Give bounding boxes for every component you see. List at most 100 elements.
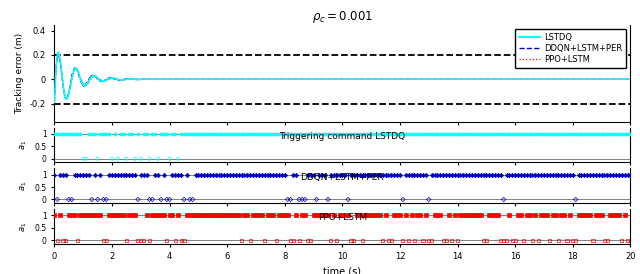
Point [519, 132, 529, 136]
Point [136, 156, 146, 161]
Point [346, 172, 356, 177]
Point [303, 132, 313, 136]
Point [124, 213, 134, 218]
Point [185, 197, 195, 202]
Point [320, 213, 330, 218]
Point [173, 156, 184, 161]
Point [513, 213, 524, 218]
Line: DDQN+LSTM+PER: DDQN+LSTM+PER [54, 54, 630, 101]
Point [124, 132, 134, 136]
Point [533, 132, 543, 136]
Point [55, 172, 65, 177]
Point [594, 132, 604, 136]
Point [562, 132, 572, 136]
PPO+LSTM [55, 53, 63, 56]
Point [211, 132, 221, 136]
Point [153, 213, 163, 218]
Point [283, 132, 293, 136]
Point [401, 132, 411, 136]
Point [58, 132, 68, 136]
Point [364, 132, 374, 136]
Point [406, 213, 417, 218]
Point [536, 132, 547, 136]
Point [461, 172, 471, 177]
Point [591, 213, 601, 218]
Point [389, 213, 399, 218]
DDQN+LSTM+PER [298, 78, 305, 81]
Point [49, 132, 60, 136]
Point [326, 172, 336, 177]
Point [280, 132, 290, 136]
Point [600, 238, 610, 242]
Point [464, 132, 474, 136]
Point [81, 213, 92, 218]
Point [378, 172, 388, 177]
Point [291, 213, 301, 218]
Point [421, 172, 431, 177]
Point [358, 238, 368, 242]
Point [196, 132, 207, 136]
Point [202, 172, 212, 177]
Point [253, 172, 264, 177]
Point [372, 172, 382, 177]
Point [168, 213, 178, 218]
Point [219, 132, 230, 136]
Point [387, 238, 397, 242]
Point [484, 172, 495, 177]
Point [378, 132, 388, 136]
Point [536, 213, 547, 218]
Point [625, 132, 636, 136]
Point [582, 213, 593, 218]
Point [481, 172, 492, 177]
Point [243, 132, 253, 136]
Point [539, 172, 549, 177]
Point [153, 172, 163, 177]
Point [620, 132, 630, 136]
Text: PPO+LSTM: PPO+LSTM [318, 213, 367, 222]
Point [499, 197, 509, 202]
PPO+LSTM [609, 78, 617, 81]
Point [623, 132, 633, 136]
Point [513, 172, 524, 177]
Point [433, 213, 443, 218]
Point [202, 132, 212, 136]
Point [176, 172, 186, 177]
Point [265, 213, 275, 218]
Point [312, 197, 322, 202]
Point [577, 172, 587, 177]
Point [99, 197, 109, 202]
Point [502, 238, 512, 242]
Point [450, 213, 460, 218]
Point [116, 132, 126, 136]
Point [456, 172, 466, 177]
Point [300, 213, 310, 218]
Point [95, 213, 106, 218]
Point [343, 197, 353, 202]
Point [496, 132, 506, 136]
Point [349, 238, 359, 242]
Point [191, 213, 201, 218]
Point [199, 172, 209, 177]
Point [594, 213, 604, 218]
Point [283, 213, 293, 218]
Point [415, 132, 426, 136]
Point [317, 213, 328, 218]
Point [380, 213, 390, 218]
Point [164, 156, 175, 161]
Point [104, 213, 115, 218]
Point [168, 132, 178, 136]
Point [476, 172, 486, 177]
Point [504, 172, 515, 177]
Point [472, 213, 483, 218]
Point [596, 172, 607, 177]
Point [516, 213, 526, 218]
Point [326, 238, 336, 242]
Point [257, 132, 267, 136]
Point [380, 172, 390, 177]
Point [130, 213, 140, 218]
Point [122, 156, 132, 161]
Point [585, 132, 595, 136]
Point [585, 213, 595, 218]
Point [285, 197, 296, 202]
Point [159, 172, 169, 177]
